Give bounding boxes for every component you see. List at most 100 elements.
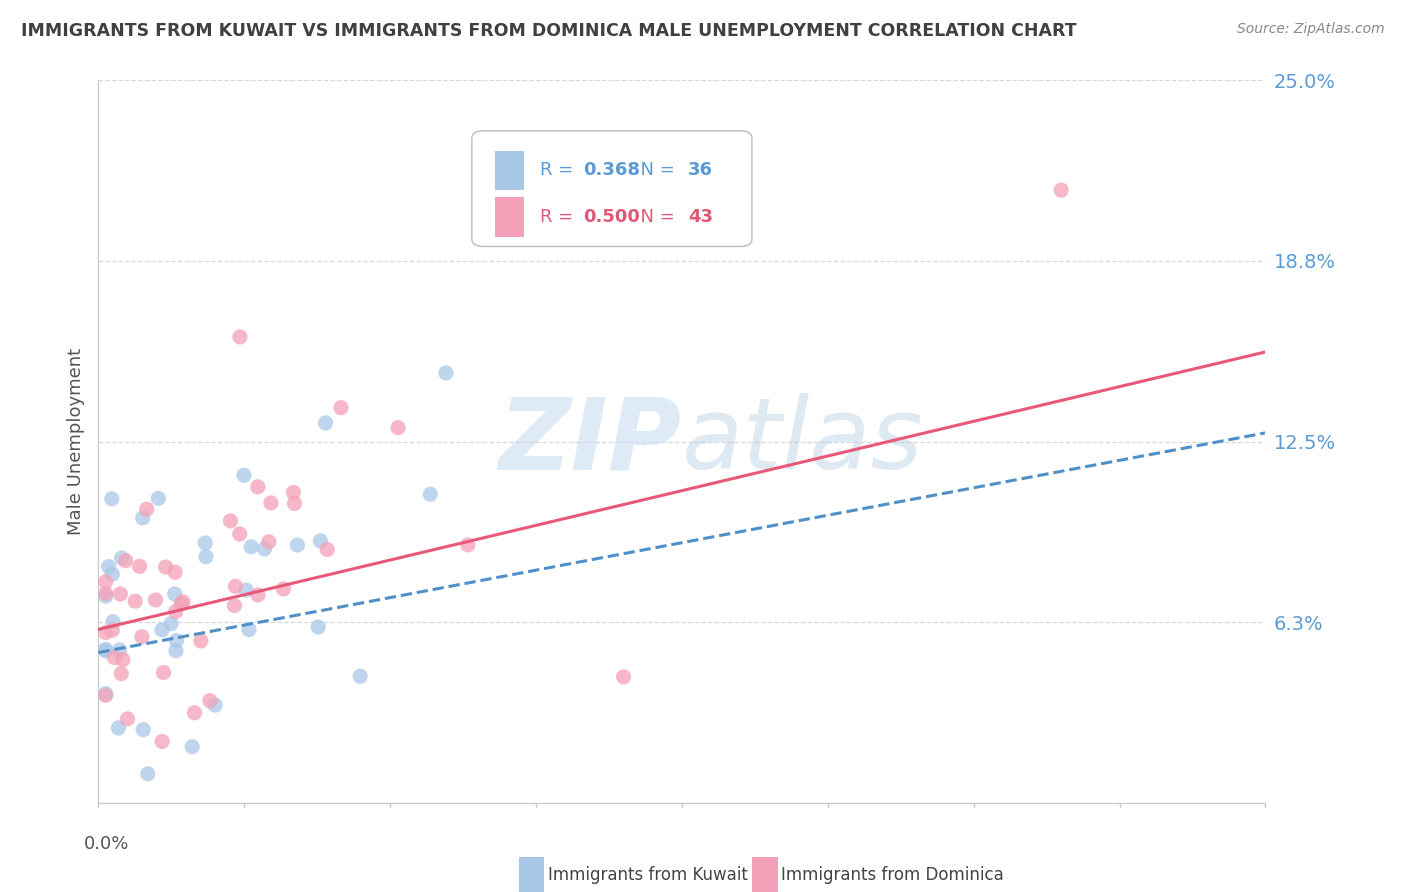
Point	[181, 739, 204, 754]
Point	[136, 767, 159, 781]
Point	[94, 687, 117, 701]
Point	[132, 511, 155, 525]
Text: N =: N =	[630, 208, 681, 226]
Text: 0.368: 0.368	[582, 161, 640, 179]
Point	[235, 583, 257, 598]
Point	[190, 634, 212, 648]
Point	[150, 734, 173, 748]
Point	[204, 698, 226, 712]
Point	[152, 665, 174, 680]
Point	[117, 712, 139, 726]
Point	[172, 595, 194, 609]
Point	[434, 366, 457, 380]
Point	[148, 491, 170, 506]
Point	[287, 538, 309, 552]
Bar	[519, 857, 544, 892]
Point	[110, 666, 132, 681]
Point	[94, 586, 117, 600]
Text: 0.500: 0.500	[582, 208, 640, 226]
Point	[165, 644, 187, 658]
Point	[101, 615, 124, 629]
Point	[257, 534, 280, 549]
Point	[160, 616, 183, 631]
Point	[183, 706, 205, 720]
Point	[194, 536, 217, 550]
Point	[165, 633, 187, 648]
Point	[170, 597, 193, 611]
Point	[107, 721, 129, 735]
Text: R =: R =	[540, 161, 578, 179]
Text: Immigrants from Dominica: Immigrants from Dominica	[782, 866, 1004, 884]
Bar	[495, 197, 524, 237]
Point	[283, 485, 305, 500]
Point	[131, 630, 153, 644]
Point	[135, 502, 157, 516]
Point	[228, 527, 250, 541]
Point	[612, 670, 634, 684]
Point	[165, 565, 187, 579]
Text: Immigrants from Kuwait: Immigrants from Kuwait	[548, 866, 748, 884]
Point	[114, 554, 136, 568]
Bar	[752, 857, 778, 892]
Bar	[495, 151, 524, 190]
Text: 43: 43	[688, 208, 713, 226]
Point	[315, 416, 337, 430]
Text: Source: ZipAtlas.com: Source: ZipAtlas.com	[1237, 22, 1385, 37]
Point	[128, 559, 150, 574]
Point	[110, 551, 132, 566]
Point	[94, 642, 117, 657]
Point	[246, 480, 269, 494]
Text: R =: R =	[540, 208, 578, 226]
Y-axis label: Male Unemployment: Male Unemployment	[66, 348, 84, 535]
Point	[94, 589, 117, 603]
Point	[229, 330, 252, 344]
Point	[330, 401, 353, 415]
Point	[124, 594, 146, 608]
Point	[163, 587, 186, 601]
Point	[283, 496, 305, 510]
Point	[238, 623, 260, 637]
Point	[316, 542, 339, 557]
Point	[307, 620, 329, 634]
Point	[108, 643, 131, 657]
Text: 36: 36	[688, 161, 713, 179]
Point	[419, 487, 441, 501]
Point	[94, 625, 117, 640]
Point	[233, 468, 256, 483]
Point	[101, 624, 124, 638]
Point	[224, 579, 246, 593]
Point	[194, 549, 217, 564]
Point	[94, 574, 117, 589]
Point	[97, 559, 120, 574]
Point	[219, 514, 242, 528]
Point	[224, 599, 246, 613]
Point	[198, 693, 221, 707]
Point	[253, 541, 276, 556]
Point	[132, 723, 155, 737]
Point	[101, 567, 124, 582]
Point	[387, 420, 409, 434]
Text: ZIP: ZIP	[499, 393, 682, 490]
Point	[273, 582, 295, 596]
Point	[103, 650, 125, 665]
Point	[165, 605, 187, 619]
FancyBboxPatch shape	[472, 131, 752, 246]
Point	[1050, 183, 1073, 197]
Point	[145, 593, 167, 607]
Point	[457, 538, 479, 552]
Point	[94, 644, 117, 658]
Text: 0.0%: 0.0%	[84, 835, 129, 854]
Point	[349, 669, 371, 683]
Point	[94, 689, 117, 703]
Point	[150, 623, 173, 637]
Point	[260, 496, 283, 510]
Point	[155, 560, 177, 574]
Point	[110, 587, 132, 601]
Text: N =: N =	[630, 161, 681, 179]
Text: IMMIGRANTS FROM KUWAIT VS IMMIGRANTS FROM DOMINICA MALE UNEMPLOYMENT CORRELATION: IMMIGRANTS FROM KUWAIT VS IMMIGRANTS FRO…	[21, 22, 1077, 40]
Point	[309, 533, 332, 548]
Point	[246, 588, 269, 602]
Text: atlas: atlas	[682, 393, 924, 490]
Point	[240, 540, 263, 554]
Point	[111, 652, 134, 666]
